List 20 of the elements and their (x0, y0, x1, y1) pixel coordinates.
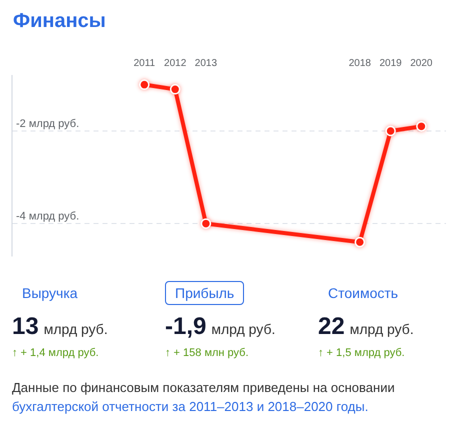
text: ↑ + 158 млн руб. (165, 346, 249, 360)
text: Выручка (21, 284, 79, 303)
text: Стоимость (327, 284, 400, 303)
chart-title: Финансы (13, 9, 106, 33)
x-tick-label: 2013 (194, 58, 218, 70)
x-tick-label: 2020 (410, 58, 433, 70)
x-tick-label: 2018 (348, 58, 372, 70)
text: ↑ + 1,5 млрд руб. (318, 346, 405, 360)
x-tick-label: 2019 (379, 58, 402, 70)
text: ↑ + 1,4 млрд руб. (12, 346, 99, 360)
x-tick-label: 2012 (164, 58, 187, 70)
text: -1,9 млрд руб. (165, 313, 276, 340)
y-tick-label: -4 млрд руб. (16, 210, 80, 223)
tab: Прибыль (165, 281, 244, 305)
y-tick-label: -2 млрд руб. (16, 118, 80, 130)
text: 13 млрд руб. (12, 313, 108, 340)
text: бухгалтерской отчетности за 2011–2013 и 2018–2020 годы. (12, 399, 368, 414)
text: 22 млрд руб. (318, 313, 414, 340)
x-tick-label: 2011 (134, 58, 156, 70)
text: Данные по финансовым показателям приведены на основании (12, 380, 395, 395)
